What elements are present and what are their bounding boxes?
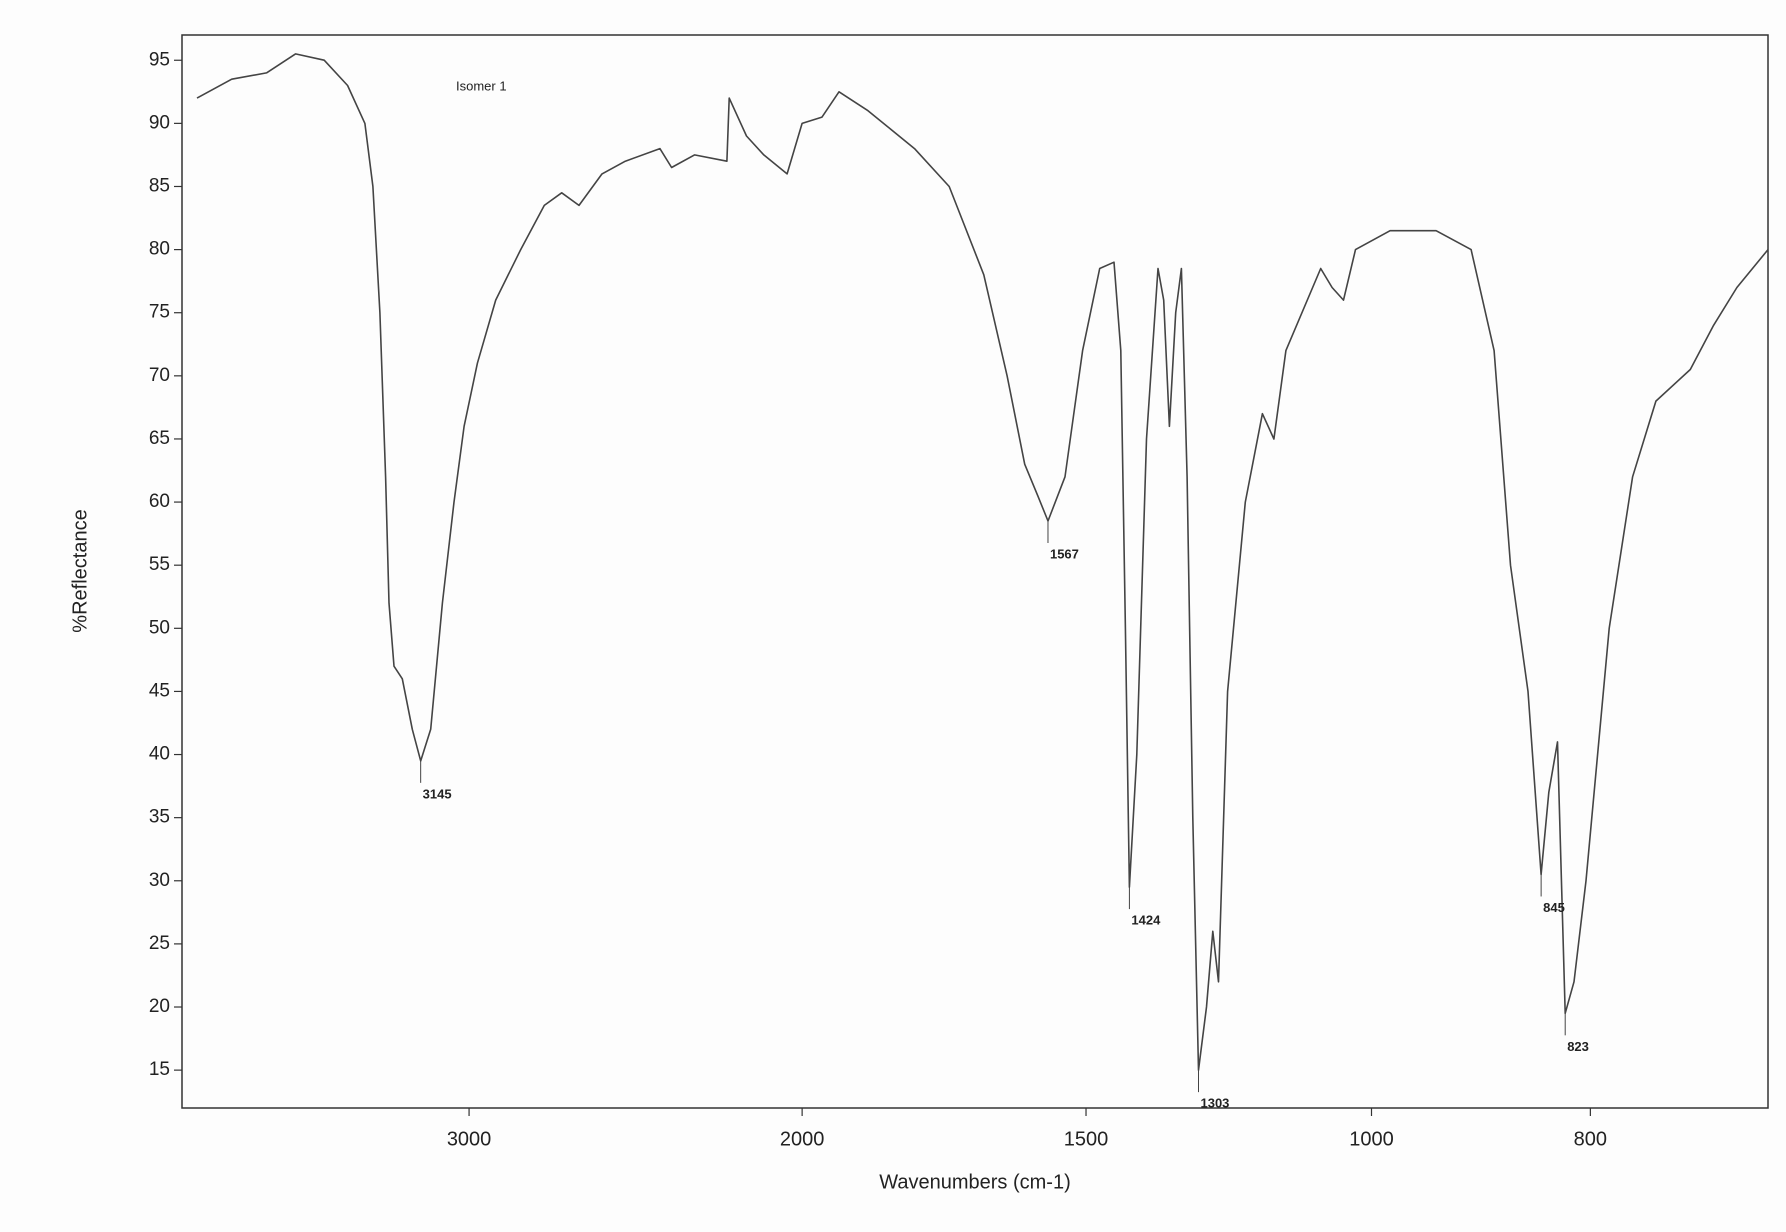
y-tick-label: 40 xyxy=(149,744,170,765)
y-tick-label: 65 xyxy=(149,428,170,449)
y-tick-label: 45 xyxy=(149,680,170,701)
y-tick-label: 60 xyxy=(149,491,170,512)
y-tick-label: 55 xyxy=(149,554,170,575)
plot-frame xyxy=(181,34,1769,1109)
peak-label: 845 xyxy=(1543,900,1565,915)
x-tick-label: 1500 xyxy=(1064,1128,1109,1150)
y-tick-label: 75 xyxy=(149,302,170,323)
y-tick-label: 70 xyxy=(149,365,170,386)
peak-label: 823 xyxy=(1567,1039,1589,1054)
x-tick-label: 800 xyxy=(1574,1128,1607,1150)
y-tick-label: 30 xyxy=(149,870,170,891)
x-tick-label: 2000 xyxy=(780,1128,825,1150)
y-tick-label: 25 xyxy=(149,933,170,954)
y-tick-label: 90 xyxy=(149,112,170,133)
y-tick-label: 20 xyxy=(149,996,170,1017)
peak-label: 1303 xyxy=(1200,1096,1229,1111)
y-tick-label: 50 xyxy=(149,617,170,638)
peak-label: 1424 xyxy=(1131,913,1161,928)
peak-label: 3145 xyxy=(423,786,452,801)
y-tick-label: 95 xyxy=(149,49,170,70)
x-tick-label: 1000 xyxy=(1349,1128,1394,1150)
spectrum-line xyxy=(196,53,1769,1071)
peak-label: 1567 xyxy=(1050,546,1079,561)
y-tick-label: 80 xyxy=(149,239,170,260)
y-axis-label: %Reflectance xyxy=(69,509,91,632)
annotation: Isomer 1 xyxy=(456,78,507,93)
x-tick-label: 3000 xyxy=(447,1128,492,1150)
y-tick-label: 35 xyxy=(149,807,170,828)
x-axis-label: Wavenumbers (cm-1) xyxy=(879,1171,1071,1193)
y-tick-label: 15 xyxy=(149,1059,170,1080)
y-tick-label: 85 xyxy=(149,175,170,196)
